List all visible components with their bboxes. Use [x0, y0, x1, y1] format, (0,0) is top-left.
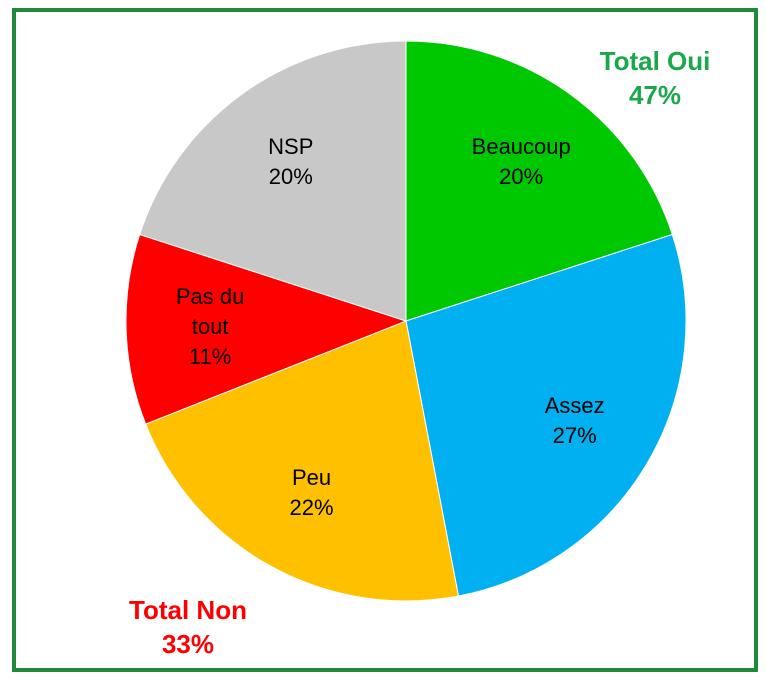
- pie-slice: [145, 320, 460, 602]
- slice-label: Peu 22%: [290, 463, 334, 523]
- annotation-text: Total Oui: [599, 46, 711, 76]
- slice-value: 20%: [268, 164, 313, 190]
- pie-slice: [405, 40, 673, 322]
- annotation: Total Oui 47%: [600, 44, 711, 112]
- annotation-value: 47%: [628, 80, 682, 110]
- slice-value: 22%: [289, 494, 334, 520]
- slice-value: 20%: [499, 164, 544, 190]
- pie-slice: [139, 40, 407, 322]
- slice-label: Assez 27%: [545, 391, 605, 451]
- pie-slice: [405, 233, 687, 597]
- slice-category: Pas du tout: [175, 284, 245, 340]
- slice-label: Beaucoup 20%: [472, 132, 571, 192]
- slice-category: Beaucoup: [471, 134, 571, 160]
- annotation-text: Total Non: [129, 595, 247, 625]
- slice-category: NSP: [268, 134, 314, 160]
- pie-slice: [125, 233, 408, 425]
- annotation: Total Non 33%: [129, 593, 247, 661]
- chart-frame: [12, 8, 758, 672]
- slice-category: Peu: [291, 464, 332, 490]
- slice-category: Assez: [544, 392, 605, 418]
- slice-value: 11%: [188, 344, 232, 370]
- slice-label: NSP 20%: [268, 132, 313, 192]
- slice-label: Pas du tout 11%: [160, 282, 260, 372]
- slice-value: 27%: [552, 422, 597, 448]
- annotation-value: 33%: [161, 629, 215, 659]
